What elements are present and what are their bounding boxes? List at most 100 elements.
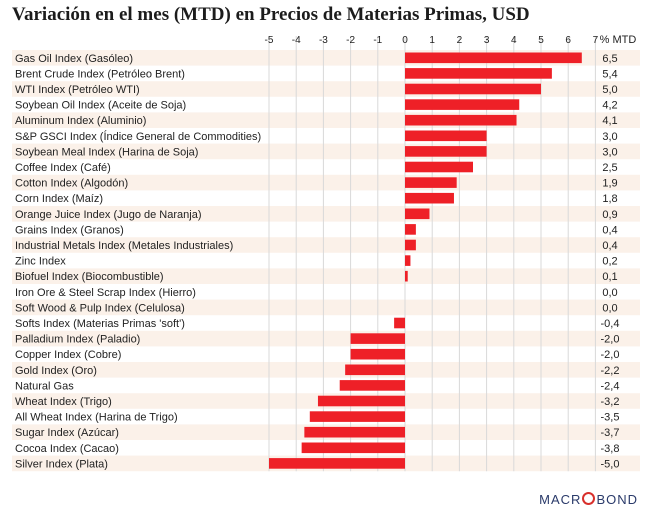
category-label: S&P GSCI Index (Índice General de Commod… (15, 130, 261, 143)
category-label: WTI Index (Petróleo WTI) (15, 84, 140, 96)
x-tick-label: 7 (593, 35, 599, 46)
x-tick-label: 0 (402, 35, 408, 46)
category-label: Grains Index (Granos) (15, 224, 124, 236)
value-label: 0,1 (602, 271, 617, 283)
value-label: -2,0 (601, 334, 620, 346)
macrobond-logo: MACR BOND (539, 492, 638, 507)
category-label: Sugar Index (Azúcar) (15, 427, 119, 439)
row-bands (12, 50, 640, 472)
category-label: Brent Crude Index (Petróleo Brent) (15, 68, 185, 80)
value-label: 5,4 (602, 68, 617, 80)
category-label: All Wheat Index (Harina de Trigo) (15, 412, 178, 424)
value-label: 4,2 (602, 100, 617, 112)
category-label: Aluminum Index (Aluminio) (15, 115, 146, 127)
x-axis-ticks: -5 -4 -3 -2 -1 0 1 2 3 4 5 6 7 (265, 35, 599, 46)
bar (394, 317, 405, 329)
row-band (12, 237, 640, 253)
value-column-header: % MTD (600, 34, 637, 46)
value-label: -3,8 (601, 443, 620, 455)
bar (405, 224, 416, 235)
x-tick-label: 2 (457, 35, 463, 46)
value-label: -3,2 (601, 396, 620, 408)
bar (405, 239, 416, 251)
value-label: -0,4 (601, 318, 620, 330)
bar (405, 192, 454, 204)
value-label: -5,0 (601, 458, 620, 470)
value-label: -3,5 (601, 412, 620, 424)
bar (345, 364, 405, 376)
bar (405, 255, 411, 266)
category-label: Silver Index (Plata) (15, 458, 108, 470)
bar (304, 426, 405, 438)
x-tick-label: 3 (484, 35, 490, 46)
value-label: 0,4 (602, 224, 617, 236)
value-label: -3,7 (601, 427, 620, 439)
row-band (12, 330, 640, 347)
x-tick-label: -5 (265, 35, 274, 46)
row-band (12, 362, 640, 378)
value-labels: 6,5 5,4 5,0 4,2 4,1 3,0 3,0 2,5 1,9 1,8 0,9 0,4 0,4 0… (601, 53, 620, 471)
row-band (12, 268, 640, 284)
x-tick-label: 4 (511, 35, 517, 46)
x-tick-label: -2 (346, 35, 355, 46)
row-band (12, 206, 640, 222)
category-label: Gold Index (Oro) (15, 365, 97, 377)
logo-ring-icon (582, 492, 596, 505)
category-label: Cotton Index (Algodón) (15, 178, 128, 190)
bar (405, 177, 457, 188)
value-label: 1,8 (602, 193, 617, 205)
category-label: Gas Oil Index (Gasóleo) (15, 53, 133, 65)
category-label: Iron Ore & Steel Scrap Index (Hierro) (15, 287, 196, 299)
bar (405, 83, 541, 95)
value-label: 0,0 (602, 302, 617, 314)
value-label: 6,5 (602, 53, 617, 65)
category-label: Natural Gas (15, 380, 74, 392)
x-tick-label: 1 (429, 35, 435, 46)
category-label: Zinc Index (15, 256, 66, 268)
value-label: -2,2 (601, 365, 620, 377)
row-band (12, 174, 640, 191)
category-labels: Gas Oil Index (Gasóleo) Brent Crude Index… (15, 53, 261, 471)
value-label: 0,9 (602, 209, 617, 221)
value-label: 3,0 (602, 131, 617, 143)
bar (405, 146, 487, 157)
value-label: 4,1 (602, 115, 617, 127)
x-tick-label: -4 (292, 35, 301, 46)
bars (269, 52, 582, 469)
x-tick-label: -3 (319, 35, 328, 46)
category-label: Wheat Index (Trigo) (15, 396, 112, 408)
value-label: -2,4 (601, 380, 620, 392)
category-label: Softs Index (Materias Primas 'soft') (15, 318, 185, 330)
x-tick-label: 5 (538, 35, 544, 46)
bar (405, 208, 430, 220)
value-label: 3,0 (602, 146, 617, 158)
value-label: -2,0 (601, 349, 620, 361)
value-label: 2,5 (602, 162, 617, 174)
bar (317, 395, 405, 407)
bar (405, 68, 552, 79)
category-label: Soybean Meal Index (Harina de Soja) (15, 146, 198, 158)
bar (405, 114, 517, 126)
bar (339, 380, 405, 391)
category-label: Industrial Metals Index (Metales Industr… (15, 240, 233, 252)
bar (405, 161, 473, 173)
category-label: Coffee Index (Café) (15, 162, 111, 174)
value-label: 0,4 (602, 240, 617, 252)
category-label: Orange Juice Index (Jugo de Naranja) (15, 209, 202, 221)
value-label: 0,0 (602, 287, 617, 299)
bar (269, 458, 405, 469)
bar (350, 333, 405, 344)
category-label: Copper Index (Cobre) (15, 349, 121, 361)
category-label: Palladium Index (Paladio) (15, 334, 140, 346)
category-label: Biofuel Index (Biocombustible) (15, 271, 164, 283)
bar (405, 270, 408, 282)
category-label: Cocoa Index (Cacao) (15, 443, 119, 455)
category-label: Soybean Oil Index (Aceite de Soja) (15, 100, 186, 112)
bar (405, 130, 487, 142)
bar (309, 411, 405, 422)
bar (405, 99, 520, 110)
category-label: Soft Wood & Pulp Index (Celulosa) (15, 302, 185, 314)
bar (301, 442, 405, 454)
category-label: Corn Index (Maíz) (15, 193, 103, 205)
